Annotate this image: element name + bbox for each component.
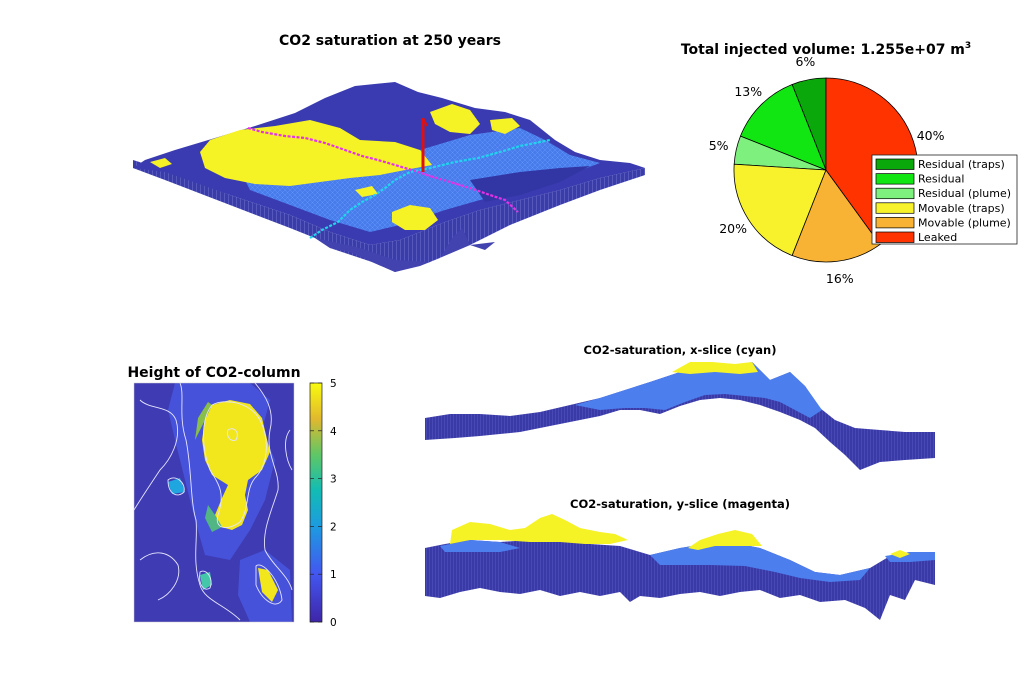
surface-plume-south — [392, 205, 438, 230]
surface-title: CO2 saturation at 250 years — [279, 33, 501, 49]
surface-dark-patch — [470, 166, 590, 202]
yslice-mid-w — [440, 540, 520, 552]
column-title: Height of CO2-column — [127, 365, 300, 381]
xslice-title: CO2-saturation, x-slice (cyan) — [584, 343, 777, 357]
surface-3d-plot: CO2 saturation at 250 years — [133, 33, 645, 272]
colorbar-tick-label: 5 — [330, 378, 337, 390]
x-slice-line — [309, 138, 551, 239]
colorbar-tick-label: 2 — [330, 521, 337, 533]
x-slice-plot: CO2-saturation, x-slice (cyan) — [425, 343, 935, 470]
colorbar — [309, 382, 323, 623]
surface-plume-ne2 — [490, 118, 520, 134]
pie-slice — [791, 169, 881, 263]
pie-chart: Total injected volume: 1.255e+07 m3 6% 13… — [681, 41, 1018, 286]
pie-slice-label: 40% — [917, 128, 945, 143]
column-height-plot: Height of CO2-column 0 1 2 3 4 5 — [127, 365, 337, 629]
colorbar-tick-label: 4 — [330, 426, 337, 438]
surface-mid-zone — [240, 128, 600, 232]
pie-labels: 6% 13% 5% 20% 16% 40% — [709, 54, 945, 286]
legend-swatch — [875, 173, 915, 185]
surface-plume-main — [200, 120, 432, 186]
xslice-plume — [672, 362, 758, 374]
legend-swatch — [875, 202, 915, 214]
yslice-base — [425, 540, 935, 620]
pie-slice — [733, 163, 827, 257]
legend-label: Residual (traps) — [918, 158, 1005, 171]
pie-slice — [739, 83, 827, 171]
column-map-plume — [202, 400, 270, 530]
pie-slice-label: 16% — [826, 271, 854, 286]
colorbar-tick-label: 1 — [330, 569, 337, 581]
colorbar-tick-label: 3 — [330, 474, 337, 486]
column-map-contours — [133, 382, 293, 621]
colorbar-tick-label: 0 — [330, 617, 337, 629]
pie-slice-label: 5% — [709, 138, 729, 153]
legend-label: Movable (plume) — [918, 216, 1011, 229]
legend-label: Leaked — [918, 231, 957, 244]
column-map-frame — [133, 382, 295, 623]
pie-title: Total injected volume: 1.255e+07 m3 — [681, 41, 971, 58]
surface-bottom-edge — [315, 228, 495, 272]
yslice-title: CO2-saturation, y-slice (magenta) — [570, 497, 790, 511]
pie-slice-label: 13% — [734, 84, 762, 99]
column-map-spot — [168, 478, 185, 494]
column-map-plume-sw — [200, 572, 212, 590]
yslice-plume-small — [890, 550, 910, 558]
legend-label: Residual — [918, 173, 964, 186]
column-map-plume-se — [258, 568, 278, 602]
pie-title-superscript: 3 — [965, 41, 971, 51]
pie-title-main: Total injected volume: 1.255e+07 m — [681, 42, 965, 58]
legend-swatch — [875, 217, 915, 229]
y-slice-line — [247, 126, 519, 213]
surface-side-wall — [133, 160, 645, 272]
injection-well-top — [422, 117, 428, 127]
column-map-plume-edge2 — [205, 505, 222, 532]
legend-swatch — [875, 187, 915, 200]
pie-slice-label: 20% — [719, 221, 747, 236]
surface-plume-small — [150, 158, 172, 168]
yslice-plume-east — [688, 530, 762, 550]
pie-slice-label: 6% — [795, 54, 815, 69]
colorbar-ticks: 0 1 2 3 4 5 — [310, 378, 337, 629]
legend-swatch — [875, 158, 915, 170]
legend-label: Residual (plume) — [918, 187, 1011, 200]
yslice-plume-west — [450, 514, 628, 544]
surface-plume-ne — [430, 104, 480, 134]
xslice-mid — [575, 362, 822, 418]
yslice-mid — [650, 542, 870, 582]
surface-plume-small2 — [355, 186, 378, 197]
legend-swatch — [875, 231, 915, 243]
legend-label: Movable (traps) — [918, 202, 1005, 215]
y-slice-plot: CO2-saturation, y-slice (magenta) — [425, 497, 935, 620]
